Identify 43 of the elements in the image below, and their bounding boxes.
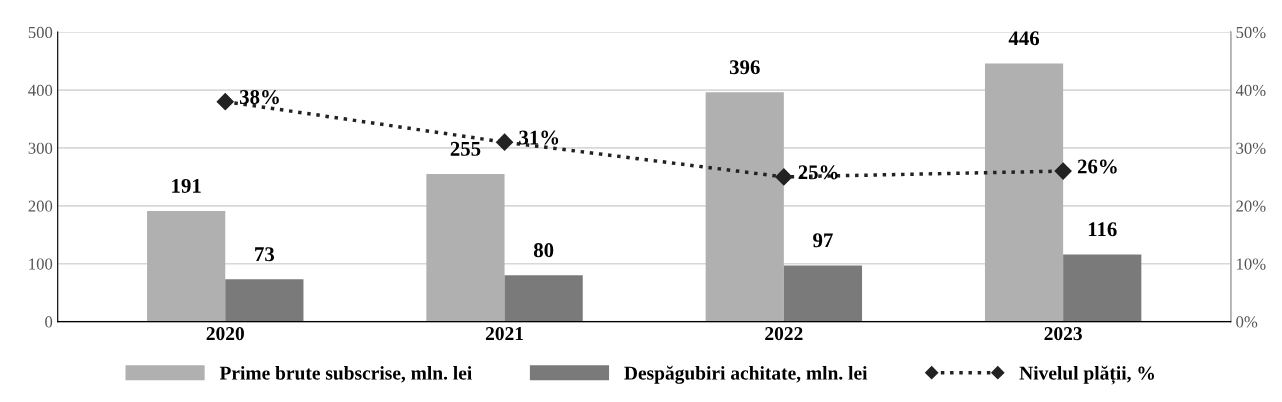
y2-tick-label: 20%: [1236, 200, 1266, 212]
bar: [783, 265, 863, 322]
data-label: 80: [533, 243, 554, 258]
point: [216, 93, 234, 111]
legend-label: Despăgubiri achitate, mln. lei: [624, 365, 868, 384]
x-tick-label: 2023: [1044, 327, 1082, 341]
point: [1054, 162, 1072, 180]
legend-label: Prime brute subscrise, mln. lei: [219, 366, 472, 383]
point: [775, 168, 793, 186]
y-tick-label: 400: [28, 84, 53, 96]
bar: [1063, 254, 1142, 322]
bar: [705, 92, 784, 322]
data-label: 191: [172, 178, 201, 193]
y2-tick-label: 0%: [1236, 316, 1258, 328]
y-tick-label: 300: [28, 142, 53, 154]
bar: [426, 173, 505, 322]
y2-tick-label: 50%: [1236, 26, 1266, 39]
legend-label: Nivelul plății, %: [1019, 365, 1155, 385]
bar: [504, 275, 583, 322]
y-tick-label: 100: [29, 258, 53, 270]
data-label: 116: [1088, 222, 1117, 237]
data-label: 38%: [239, 90, 279, 105]
x-tick-label: 2022: [765, 327, 803, 341]
data-label: 255: [450, 141, 481, 156]
data-label: 31%: [519, 130, 559, 145]
y2-tick-label: 30%: [1236, 142, 1266, 154]
data-label: 97: [813, 233, 833, 248]
y-tick-label: 0: [45, 316, 53, 328]
data-label: 73: [255, 247, 275, 262]
bar: [147, 211, 226, 322]
bar: [984, 63, 1064, 322]
x-tick-label: 2020: [206, 327, 244, 341]
y2-tick-label: 10%: [1237, 258, 1266, 270]
bar: [225, 279, 304, 322]
data-label: 446: [1008, 31, 1040, 46]
point: [496, 133, 514, 151]
data-label: 25%: [798, 165, 838, 180]
y2-tick-label: 40%: [1235, 84, 1266, 97]
data-label: 26%: [1077, 159, 1117, 174]
y-tick-label: 500: [28, 26, 53, 39]
x-tick-label: 2021: [485, 327, 523, 341]
data-label: 396: [729, 60, 760, 75]
y-tick-label: 200: [28, 200, 53, 212]
